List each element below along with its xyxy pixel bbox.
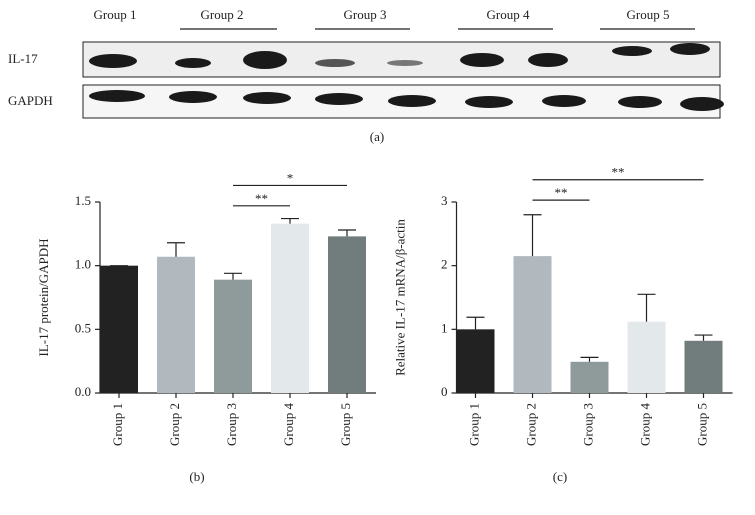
x-tick-label: Group 5 bbox=[338, 403, 353, 446]
y-tick-label: 1 bbox=[441, 320, 448, 335]
bands bbox=[89, 43, 724, 111]
bar bbox=[570, 361, 609, 393]
bar bbox=[271, 223, 309, 393]
bar bbox=[100, 265, 138, 393]
x-tick-label: Group 1 bbox=[110, 403, 125, 446]
y-tick-label: 2 bbox=[441, 257, 448, 272]
significance-mark: ** bbox=[612, 165, 625, 180]
x-tick-label: Group 2 bbox=[523, 403, 538, 446]
row-label: GAPDH bbox=[8, 93, 53, 108]
y-tick-label: 1.0 bbox=[75, 257, 91, 272]
x-tick-label: Group 1 bbox=[466, 403, 481, 446]
x-tick-label: Group 4 bbox=[637, 403, 652, 446]
panel-label: (c) bbox=[553, 469, 567, 484]
y-tick-label: 1.5 bbox=[75, 193, 91, 208]
y-tick-label: 0 bbox=[441, 384, 448, 399]
group-label: Group 3 bbox=[344, 7, 387, 22]
blot: Group 1 Group 2 Group 3 Group 4 Group 5 … bbox=[8, 7, 724, 144]
x-tick-label: Group 2 bbox=[167, 403, 182, 446]
significance-mark: ** bbox=[555, 185, 568, 200]
x-tick-label: Group 4 bbox=[281, 403, 296, 446]
group-label: Group 1 bbox=[94, 7, 137, 22]
bar bbox=[627, 321, 666, 393]
group-label: Group 5 bbox=[627, 7, 670, 22]
row-label: IL-17 bbox=[8, 51, 38, 66]
group-label: Group 4 bbox=[487, 7, 530, 22]
significance-mark: * bbox=[287, 170, 294, 185]
bar bbox=[513, 256, 552, 393]
y-tick-label: 3 bbox=[441, 193, 448, 208]
bar bbox=[157, 256, 195, 393]
panel-label: (b) bbox=[189, 469, 204, 484]
x-tick-label: Group 3 bbox=[580, 403, 595, 446]
bar bbox=[214, 279, 252, 393]
y-tick-label: 0.0 bbox=[75, 384, 91, 399]
bar bbox=[684, 340, 723, 393]
y-axis-label: Relative IL-17 mRNA/β-actin bbox=[392, 219, 407, 376]
x-tick-label: Group 3 bbox=[224, 403, 239, 446]
significance-mark: ** bbox=[255, 191, 268, 206]
y-tick-label: 0.5 bbox=[75, 320, 91, 335]
panel-label: (a) bbox=[370, 129, 384, 144]
x-tick-label: Group 5 bbox=[694, 403, 709, 446]
bar bbox=[328, 236, 366, 393]
group-label: Group 2 bbox=[201, 7, 244, 22]
bar bbox=[456, 329, 495, 393]
y-axis-label: IL-17 protein/GAPDH bbox=[36, 238, 51, 356]
